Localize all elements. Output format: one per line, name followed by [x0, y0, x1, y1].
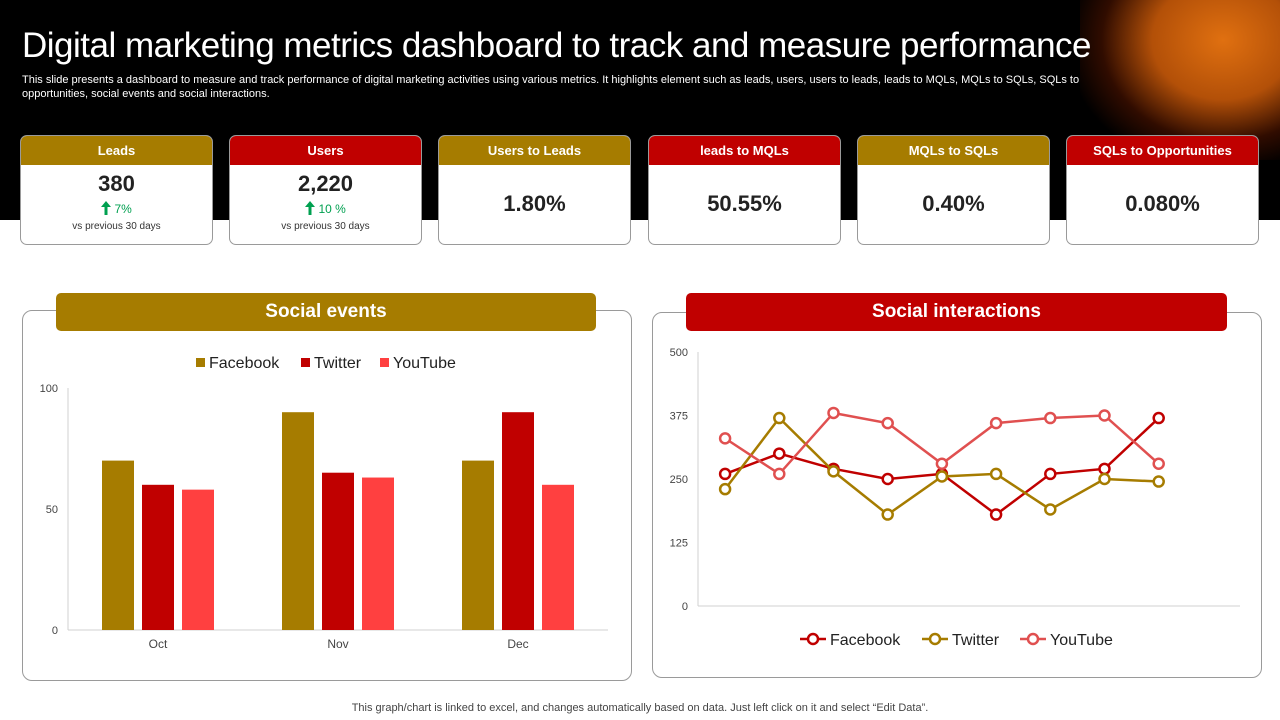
point-facebook-8 — [1098, 462, 1111, 476]
kpi-delta-value: 10 % — [318, 202, 346, 216]
kpi-delta-value: 7% — [114, 202, 132, 216]
bar-youtube-dec — [542, 484, 574, 630]
y-tick-label: 0 — [682, 601, 688, 613]
point-youtube-9 — [1152, 457, 1165, 471]
kpi-card-users-to-leads: Users to Leads 1.80% — [438, 135, 631, 245]
kpi-note: vs previous 30 days — [72, 221, 161, 232]
social-interactions-chart: 0 125 250 375 500 Facebook Twitter YouTube — [670, 347, 1240, 649]
bar-youtube-nov — [362, 477, 394, 630]
kpi-value: 0.40% — [922, 191, 985, 216]
page-subtitle: This slide presents a dashboard to measu… — [22, 74, 1080, 100]
point-twitter-3 — [827, 465, 840, 478]
point-youtube-2 — [773, 467, 786, 481]
kpi-label: Leads — [21, 136, 212, 165]
kpi-value: 50.55% — [707, 191, 782, 216]
legend-marker-youtube — [1026, 632, 1040, 646]
y-tick-label: 375 — [670, 411, 688, 423]
kpi-card-leads-to-mqls: leads to MQLs 50.55% — [648, 135, 841, 245]
kpi-value: 380 — [98, 171, 135, 196]
kpi-card-leads: Leads 380 7% vs previous 30 days — [20, 135, 213, 245]
x-tick-label: Oct — [149, 637, 168, 651]
kpi-value: 2,220 — [297, 171, 354, 196]
footer-note: This graph/chart is linked to excel, and… — [351, 702, 929, 714]
social-interactions-title: Social interactions — [686, 293, 1227, 331]
kpi-label: MQLs to SQLs — [858, 136, 1049, 165]
point-twitter-4 — [881, 508, 894, 521]
point-twitter-2 — [773, 411, 786, 425]
legend-label-facebook: Facebook — [830, 632, 901, 649]
legend-swatch-youtube — [380, 358, 389, 367]
kpi-value: 0.080% — [1125, 191, 1200, 216]
kpi-label: Users to Leads — [439, 136, 630, 165]
y-tick-label: 250 — [670, 474, 688, 486]
point-youtube-7 — [1044, 411, 1057, 425]
point-facebook-9 — [1152, 411, 1165, 425]
point-facebook-1 — [718, 467, 732, 481]
bar-facebook-dec — [462, 460, 494, 630]
kpi-label: Users — [230, 136, 421, 165]
y-tick-label: 500 — [670, 347, 688, 359]
legend-label-twitter: Twitter — [314, 355, 362, 372]
arrow-up-icon — [101, 201, 112, 215]
legend-marker-facebook — [806, 632, 820, 646]
point-facebook-4 — [881, 472, 894, 486]
bar-facebook-oct — [102, 460, 134, 630]
y-tick-label: 0 — [52, 625, 58, 637]
kpi-delta: 10 % — [230, 201, 421, 216]
bar-youtube-oct — [182, 489, 214, 630]
bar-facebook-nov — [282, 412, 314, 630]
legend-label-twitter: Twitter — [952, 632, 1000, 649]
kpi-note: vs previous 30 days — [281, 221, 370, 232]
legend-label-facebook: Facebook — [209, 355, 280, 372]
bar-twitter-oct — [142, 484, 174, 630]
social-interactions-panel — [652, 312, 1262, 678]
point-twitter-8 — [1098, 472, 1111, 486]
kpi-value: 1.80% — [503, 191, 566, 216]
header-band — [0, 0, 1280, 220]
point-facebook-2 — [773, 447, 786, 460]
kpi-card-users: Users 2,220 10 % vs previous 30 days — [229, 135, 422, 245]
legend-swatch-twitter — [301, 358, 310, 367]
kpi-label: leads to MQLs — [649, 136, 840, 165]
x-tick-label: Dec — [507, 637, 528, 651]
x-tick-label: Nov — [327, 637, 348, 651]
kpi-delta: 7% — [21, 201, 212, 216]
kpi-card-mqls-to-sqls: MQLs to SQLs 0.40% — [857, 135, 1050, 245]
y-tick-label: 100 — [40, 383, 58, 395]
point-twitter-9 — [1152, 475, 1165, 488]
legend-swatch-facebook — [196, 358, 205, 367]
point-twitter-7 — [1044, 503, 1057, 516]
y-tick-label: 50 — [46, 504, 58, 516]
legend-marker-twitter — [928, 632, 942, 646]
social-events-title: Social events — [56, 293, 596, 331]
arrow-up-icon — [305, 201, 316, 215]
point-youtube-5 — [935, 457, 949, 471]
bar-twitter-nov — [322, 472, 354, 630]
point-twitter-1 — [718, 482, 732, 496]
bar-twitter-dec — [502, 412, 534, 630]
y-tick-label: 125 — [670, 538, 688, 550]
social-events-chart: Facebook Twitter YouTube 0 50 100 Oct Nov Dec — [40, 355, 608, 651]
legend-label-youtube: YouTube — [1050, 632, 1113, 649]
kpi-card-sqls-to-opportunities: SQLs to Opportunities 0.080% — [1066, 135, 1259, 245]
point-youtube-3 — [827, 406, 840, 420]
point-youtube-4 — [881, 416, 894, 430]
point-youtube-6 — [989, 416, 1003, 430]
legend-label-youtube: YouTube — [393, 355, 456, 372]
point-facebook-7 — [1044, 467, 1057, 481]
point-facebook-6 — [989, 508, 1003, 521]
kpi-label: SQLs to Opportunities — [1067, 136, 1258, 165]
point-youtube-1 — [718, 432, 732, 445]
point-twitter-5 — [935, 470, 949, 483]
page-title: Digital marketing metrics dashboard to t… — [22, 26, 1092, 65]
point-youtube-8 — [1098, 409, 1111, 422]
decorative-glow — [1080, 0, 1280, 160]
point-twitter-6 — [989, 467, 1003, 481]
